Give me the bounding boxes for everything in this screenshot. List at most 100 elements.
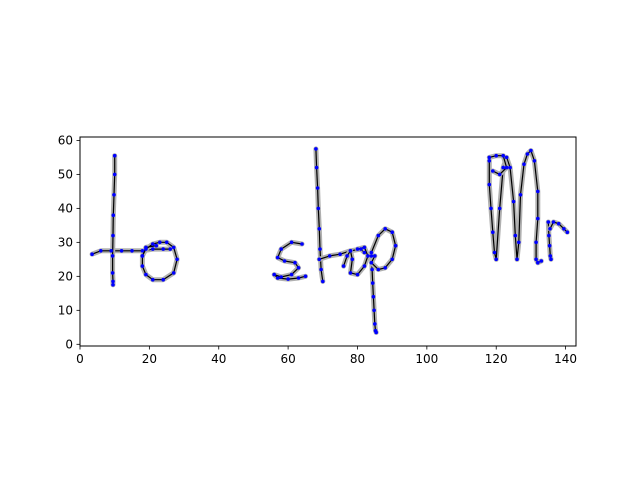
data-point: [547, 243, 552, 248]
data-point: [539, 259, 544, 263]
data-point: [317, 257, 322, 262]
data-point: [501, 153, 506, 158]
x-tick-label: 80: [350, 352, 365, 366]
data-point: [522, 162, 526, 166]
x-tick-label: 120: [485, 352, 508, 366]
data-point: [348, 271, 353, 275]
data-point: [289, 240, 294, 245]
data-point: [532, 159, 537, 163]
x-tick-label: 60: [280, 352, 295, 366]
data-point: [547, 233, 551, 238]
data-point: [318, 247, 322, 251]
data-point: [489, 206, 493, 211]
data-point: [525, 152, 530, 156]
data-point: [111, 279, 115, 284]
data-point: [112, 193, 116, 197]
data-point: [319, 267, 323, 272]
data-point: [515, 257, 519, 262]
data-point: [296, 276, 301, 280]
data-point: [140, 254, 145, 258]
data-point: [517, 240, 521, 245]
data-point: [144, 272, 148, 277]
data-point: [518, 193, 523, 197]
data-point: [151, 247, 155, 251]
data-point: [314, 147, 318, 151]
data-point: [109, 249, 113, 253]
handwriting-points: [90, 147, 570, 335]
data-point: [562, 227, 566, 231]
data-point: [140, 249, 145, 253]
data-point: [504, 165, 509, 170]
data-point: [504, 155, 509, 160]
data-point: [536, 189, 540, 194]
data-point: [338, 252, 342, 256]
y-axis-ticks: 0 10 20 30 40 50 60: [58, 134, 80, 352]
data-point: [279, 275, 284, 279]
data-point: [314, 165, 319, 170]
data-point: [171, 271, 176, 275]
data-point: [112, 153, 117, 158]
data-point: [383, 266, 388, 270]
data-point: [491, 169, 495, 173]
data-point: [487, 182, 492, 187]
data-point: [548, 227, 552, 231]
data-point: [370, 267, 374, 272]
data-point: [362, 245, 367, 250]
data-point: [487, 155, 492, 160]
x-axis-ticks: 0 20 40 60 80 100 120 140: [76, 346, 577, 366]
data-point: [565, 230, 570, 234]
data-point: [111, 233, 115, 238]
data-point: [362, 250, 367, 255]
data-point: [492, 250, 497, 255]
data-point: [508, 165, 512, 170]
data-point: [373, 254, 377, 258]
data-point: [534, 240, 538, 245]
data-point: [321, 279, 325, 284]
data-point: [275, 276, 280, 280]
data-point: [161, 277, 165, 282]
data-point: [546, 220, 551, 224]
data-point: [376, 233, 381, 238]
data-point: [497, 172, 502, 177]
data-point: [548, 254, 553, 258]
data-point: [272, 272, 277, 277]
data-point: [154, 243, 159, 248]
data-point: [151, 242, 155, 246]
data-point: [119, 249, 124, 253]
x-tick-label: 140: [554, 352, 577, 366]
data-point: [390, 257, 395, 262]
stroke-line-4: [315, 148, 324, 282]
data-point: [112, 172, 117, 177]
data-point: [275, 255, 280, 260]
data-point: [289, 272, 294, 277]
data-point: [491, 230, 495, 234]
y-tick-label: 20: [58, 270, 73, 284]
data-point: [374, 330, 379, 335]
data-point: [164, 240, 169, 245]
data-point: [111, 213, 116, 217]
data-point: [99, 249, 103, 253]
data-point: [140, 264, 145, 268]
x-tick-label: 40: [211, 352, 226, 366]
data-point: [293, 260, 297, 265]
data-point: [130, 249, 134, 253]
data-point: [487, 159, 492, 163]
data-point: [315, 186, 320, 190]
data-point: [317, 227, 322, 231]
data-point: [366, 254, 370, 258]
data-point: [300, 242, 304, 246]
data-point: [372, 308, 376, 313]
data-point: [327, 254, 332, 258]
data-point: [350, 257, 355, 262]
data-point: [175, 257, 179, 262]
data-point: [111, 283, 115, 287]
data-point: [529, 148, 533, 153]
x-tick-label: 100: [415, 352, 438, 366]
data-point: [556, 221, 561, 226]
data-point: [345, 254, 349, 258]
x-tick-label: 0: [76, 352, 84, 366]
y-tick-label: 0: [65, 338, 73, 352]
data-point: [359, 247, 363, 251]
y-tick-label: 10: [58, 304, 73, 318]
